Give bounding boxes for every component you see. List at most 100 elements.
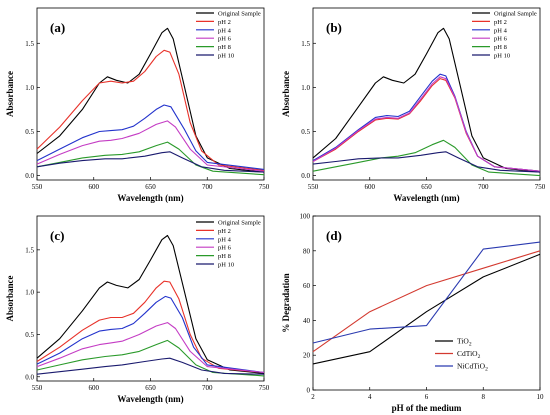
x-tick-label: 600 bbox=[365, 183, 376, 191]
y-tick-label: 0.0 bbox=[301, 172, 310, 180]
legend-label: pH 2 bbox=[494, 19, 507, 26]
x-tick-label: 650 bbox=[421, 183, 432, 191]
legend-label: pH 8 bbox=[218, 44, 231, 51]
legend-label: pH 4 bbox=[494, 27, 508, 34]
x-tick-label: 550 bbox=[32, 384, 43, 392]
y-tick-label: 0.0 bbox=[25, 373, 34, 381]
x-axis-label: Wavelength (nm) bbox=[117, 193, 183, 203]
series-line-2 bbox=[36, 280, 265, 374]
y-tick-label: 0.5 bbox=[301, 128, 310, 136]
x-tick-label: 600 bbox=[89, 384, 100, 392]
y-tick-label: 40 bbox=[303, 317, 311, 325]
y-axis-label: % Degradation bbox=[281, 273, 291, 332]
x-tick-label: 700 bbox=[202, 384, 213, 392]
series-line-4 bbox=[36, 322, 265, 374]
x-tick-label: 10 bbox=[537, 393, 545, 401]
y-tick-label: 1.5 bbox=[25, 40, 34, 48]
panel-label: (d) bbox=[326, 228, 342, 243]
y-tick-label: 1.5 bbox=[25, 246, 34, 254]
x-axis-label: Wavelength (nm) bbox=[117, 394, 183, 404]
x-tick-label: 700 bbox=[202, 183, 213, 191]
series-line-3 bbox=[36, 104, 265, 170]
x-axis-label: pH of the medium bbox=[392, 403, 462, 413]
plot-frame bbox=[312, 215, 541, 391]
y-tick-label: 60 bbox=[303, 282, 311, 290]
y-axis-label: Absorbance bbox=[281, 71, 291, 117]
series-line-1 bbox=[36, 27, 265, 173]
legend-label: pH 8 bbox=[218, 253, 231, 260]
legend-label: pH 8 bbox=[494, 44, 507, 51]
x-tick-label: 6 bbox=[425, 393, 429, 401]
series-line-1 bbox=[312, 27, 541, 173]
legend-label: pH 4 bbox=[218, 236, 232, 243]
x-tick-label: 650 bbox=[145, 384, 156, 392]
chart-panel-2: 550 600 650 700 750 0.0 0.5 1.0 1.5 Wavelength (n… bbox=[281, 7, 546, 203]
series-line-2 bbox=[312, 250, 541, 353]
y-tick-label: 0.5 bbox=[25, 331, 34, 339]
series-line-4 bbox=[36, 120, 265, 172]
panel-label: (a) bbox=[50, 20, 65, 35]
y-tick-label: 0.5 bbox=[25, 128, 34, 136]
x-axis-label: Wavelength (nm) bbox=[393, 193, 459, 203]
y-tick-label: 100 bbox=[300, 213, 311, 221]
legend-label: pH 4 bbox=[218, 27, 232, 34]
legend-label: pH 10 bbox=[218, 53, 234, 60]
series-line-3 bbox=[312, 241, 541, 344]
legend-label: pH 6 bbox=[218, 36, 232, 43]
y-axis-label: Absorbance bbox=[5, 71, 15, 117]
legend-label: TiO2 bbox=[457, 337, 472, 348]
series-line-4 bbox=[312, 76, 541, 172]
legend-label: Original Sample bbox=[218, 11, 261, 18]
x-tick-label: 2 bbox=[311, 393, 315, 401]
series-line-5 bbox=[36, 141, 265, 176]
y-axis-label: Absorbance bbox=[5, 275, 15, 321]
x-tick-label: 650 bbox=[145, 183, 156, 191]
x-tick-label: 4 bbox=[368, 393, 372, 401]
y-tick-label: 1.0 bbox=[25, 289, 34, 297]
legend-label: NiCdTiO2 bbox=[457, 362, 488, 373]
x-tick-label: 700 bbox=[478, 183, 489, 191]
y-tick-label: 1.0 bbox=[25, 84, 34, 92]
legend-label: pH 6 bbox=[218, 245, 232, 252]
x-tick-label: 550 bbox=[308, 183, 319, 191]
x-tick-label: 750 bbox=[535, 183, 546, 191]
legend-label: pH 10 bbox=[494, 53, 510, 60]
series-line-6 bbox=[312, 151, 541, 173]
series-line-6 bbox=[36, 357, 265, 375]
legend-label: pH 2 bbox=[218, 228, 231, 235]
x-tick-label: 8 bbox=[482, 393, 486, 401]
panel-label: (c) bbox=[50, 228, 64, 243]
x-tick-label: 750 bbox=[259, 384, 270, 392]
legend-label: Original Sample bbox=[218, 220, 261, 227]
y-tick-label: 0.0 bbox=[25, 172, 34, 180]
series-line-5 bbox=[312, 139, 541, 177]
y-tick-label: 0 bbox=[307, 387, 311, 395]
y-tick-label: 1.0 bbox=[301, 84, 310, 92]
legend-label: pH 10 bbox=[218, 262, 234, 269]
x-tick-label: 550 bbox=[32, 183, 43, 191]
series-line-1 bbox=[312, 253, 541, 365]
x-tick-label: 750 bbox=[259, 183, 270, 191]
chart-panel-3: 550 600 650 700 750 0.0 0.5 1.0 1.5 Wavelength (n… bbox=[5, 215, 270, 404]
y-tick-label: 80 bbox=[303, 247, 311, 255]
series-line-2 bbox=[36, 49, 265, 171]
x-tick-label: 600 bbox=[89, 183, 100, 191]
series-line-5 bbox=[36, 339, 265, 377]
series-line-3 bbox=[36, 295, 265, 374]
chart-panel-1: 550 600 650 700 750 0.0 0.5 1.0 1.5 Wavelength (n… bbox=[5, 7, 270, 203]
panel-label: (b) bbox=[326, 20, 342, 35]
y-tick-label: 1.5 bbox=[301, 40, 310, 48]
series-line-1 bbox=[36, 234, 265, 374]
legend-label: pH 2 bbox=[218, 19, 231, 26]
legend-label: Original Sample bbox=[494, 11, 537, 18]
series-line-2 bbox=[312, 78, 541, 172]
y-tick-label: 20 bbox=[303, 352, 311, 360]
series-line-6 bbox=[36, 151, 265, 173]
legend-label: CdTiO2 bbox=[457, 349, 481, 360]
